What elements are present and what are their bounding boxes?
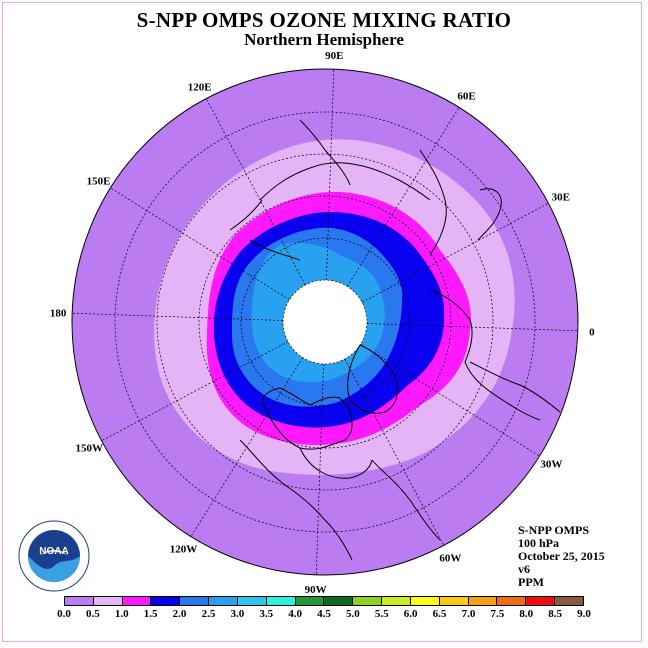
meridian-line [110, 187, 290, 301]
info-instrument: S-NPP OMPS [518, 523, 589, 537]
longitude-label: 150E [87, 176, 111, 188]
meridian-line [344, 358, 445, 546]
colorbar-tick-label: 4.5 [317, 608, 331, 620]
longitude-label: 0 [589, 326, 595, 338]
info-version: v6 [518, 562, 530, 576]
meridian-line [360, 343, 540, 457]
colorbar-tick-label: 4.0 [288, 608, 302, 620]
longitude-label: 30W [540, 458, 562, 470]
polar-no-data-cap [283, 280, 367, 364]
meridians [72, 69, 578, 575]
colorbar-tick-label: 3.0 [230, 608, 245, 620]
noaa-logo-text: NOAA [39, 546, 68, 557]
colorbar-tick-label: 7.0 [461, 608, 476, 620]
colorbar-swatch [209, 597, 238, 605]
product-info: S-NPP OMPS 100 hPa October 25, 2015 v6 P… [518, 524, 605, 589]
colorbar-swatch [151, 597, 181, 605]
colorbar-swatch [237, 597, 267, 605]
colorbar-swatch [295, 597, 325, 605]
colorbar-tick-label: 2.5 [201, 608, 216, 620]
figure-frame [2, 2, 642, 642]
colorbar-swatch [65, 597, 94, 605]
colorbar-swatch [526, 597, 556, 605]
colorbar-tick-label: 1.5 [143, 608, 158, 620]
colorbar-swatches [64, 596, 584, 606]
longitude-labels: 90E 60E 30E 0 30W 60W 90W 120W 150W 180 150E 120E [50, 50, 595, 596]
info-date: October 25, 2015 [518, 549, 605, 563]
longitude-label: 60E [457, 91, 475, 103]
meridian-line [315, 363, 324, 575]
graticule [114, 111, 536, 533]
colorbar-swatch [382, 597, 411, 605]
colorbar: 0.0 0.5 1.0 1.5 2.0 2.5 3.0 3.5 4.0 4.5 5.0 5.5 6.0 6… [57, 596, 591, 636]
colorbar-swatch [324, 597, 354, 605]
colorbar-tick-label: 5.5 [374, 608, 389, 620]
colorbar-tick-label: 5.0 [346, 608, 360, 620]
meridian-line [361, 202, 549, 303]
meridian-line [346, 107, 460, 287]
meridian-line [205, 98, 306, 286]
longitude-label: 60W [439, 553, 461, 565]
colorbar-swatch [410, 597, 440, 605]
longitude-label: 30E [552, 192, 570, 204]
map-title: S-NPP OMPS OZONE MIXING RATIO [136, 8, 512, 32]
meridian-line [72, 312, 284, 321]
colorbar-swatch [497, 597, 527, 605]
colorbar-tick-label: 8.5 [548, 608, 562, 620]
colorbar-tick-label: 1.0 [114, 608, 129, 620]
colorbar-tick-label: 6.5 [432, 608, 447, 620]
colorbar-swatch [439, 597, 469, 605]
colorbar-ticks: 0.0 0.5 1.0 1.5 2.0 2.5 3.0 3.5 4.0 4.5 5.0 5.5 6.0 6… [57, 606, 591, 622]
longitude-label: 90E [325, 50, 343, 62]
coastlines [229, 119, 561, 561]
colorbar-tick-label: 3.5 [259, 608, 274, 620]
meridian-line [190, 357, 304, 537]
colorbar-tick-label: 9.0 [577, 608, 591, 620]
meridian-line [326, 69, 335, 281]
noaa-logo: NOAA [18, 520, 90, 592]
longitude-label: 120E [188, 81, 212, 93]
info-level: 100 hPa [518, 536, 560, 550]
map-border [71, 68, 579, 576]
colorbar-tick-label: 6.0 [403, 608, 418, 620]
map-subtitle: Northern Hemisphere [244, 30, 404, 49]
colorbar-tick-label: 8.0 [519, 608, 534, 620]
colorbar-tick-label: 0.0 [57, 608, 71, 620]
colorbar-tick-label: 0.5 [86, 608, 100, 620]
colorbar-tick-label: 2.0 [172, 608, 187, 620]
colorbar-swatch [266, 597, 296, 605]
longitude-label: 90W [305, 584, 327, 596]
meridian-line [101, 341, 289, 442]
colorbar-tick-label: 7.5 [490, 608, 505, 620]
colorbar-swatch [468, 597, 498, 605]
colorbar-swatch [353, 597, 383, 605]
meridian-line [366, 323, 578, 332]
colorbar-swatch [93, 597, 123, 605]
longitude-label: 150W [76, 442, 104, 454]
info-units: PPM [518, 575, 544, 589]
colorbar-swatch [180, 597, 210, 605]
colorbar-swatch [122, 597, 152, 605]
longitude-label: 120W [170, 543, 198, 555]
colorbar-swatch [555, 597, 583, 605]
longitude-label: 180 [50, 308, 67, 320]
